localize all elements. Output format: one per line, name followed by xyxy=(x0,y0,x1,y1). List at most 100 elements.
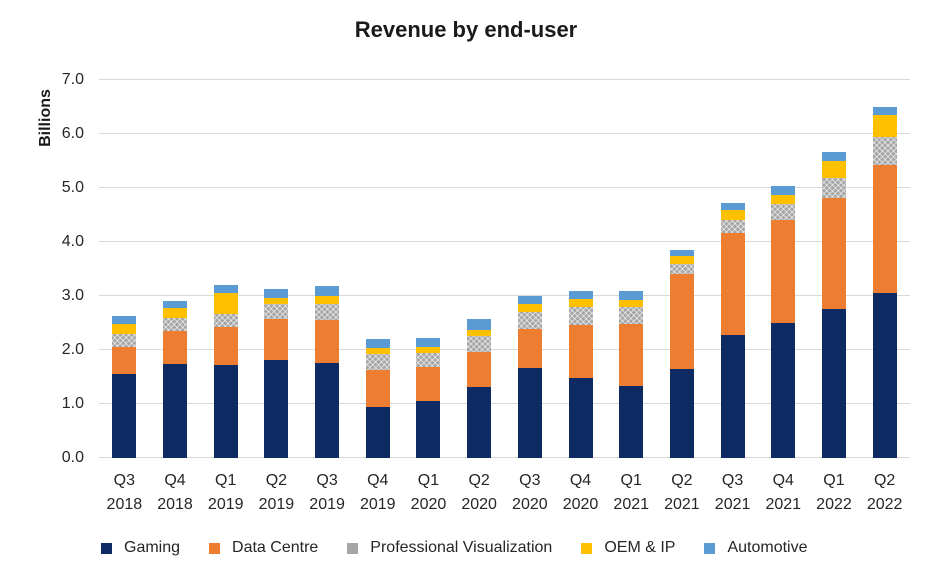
x-tick-quarter: Q2 xyxy=(265,472,288,489)
y-tick-label-7.0: 7.0 xyxy=(61,71,84,88)
bar-q1-2021 xyxy=(619,291,644,458)
bar-column-q3-2021 xyxy=(707,80,758,458)
x-tick-label-q2-2020: Q2 2020 xyxy=(454,469,505,517)
bar-q2-2020 xyxy=(467,318,492,458)
segment-automotive-q1-2019 xyxy=(213,284,238,293)
segment-gaming-q1-2020 xyxy=(416,401,441,458)
bar-q4-2020 xyxy=(568,290,593,458)
segment-data-centre-q2-2020 xyxy=(467,351,492,388)
legend-item-oem-ip: OEM & IP xyxy=(581,539,675,557)
x-tick-quarter: Q2 xyxy=(671,472,693,489)
bar-q3-2020 xyxy=(517,295,542,458)
x-tick-year: 2020 xyxy=(562,496,599,513)
bar-column-q1-2021 xyxy=(606,80,657,458)
x-tick-year: 2021 xyxy=(765,496,802,513)
bar-column-q3-2019 xyxy=(302,80,353,458)
legend-label-automotive: Automotive xyxy=(727,539,808,556)
bar-column-q4-2019 xyxy=(352,80,403,458)
segment-automotive-q1-2021 xyxy=(619,291,644,300)
segment-gaming-q2-2019 xyxy=(264,360,289,458)
bar-column-q3-2018 xyxy=(99,80,150,458)
segment-data-centre-q4-2018 xyxy=(163,331,188,364)
x-tick-year: 2022 xyxy=(816,496,852,513)
segment-gaming-q4-2020 xyxy=(568,377,593,458)
legend-label-oem-ip: OEM & IP xyxy=(604,539,676,556)
y-tick-label-3.0: 3.0 xyxy=(61,287,84,304)
segment-oem-ip-q3-2018 xyxy=(112,323,137,334)
x-tick-year: 2020 xyxy=(410,496,447,513)
segment-gaming-q3-2021 xyxy=(720,335,745,458)
segment-data-centre-q4-2020 xyxy=(568,325,593,378)
segment-professional-visualization-q4-2018 xyxy=(163,317,188,332)
bar-q4-2021 xyxy=(771,186,796,458)
legend-swatch-gaming xyxy=(101,543,112,554)
segment-gaming-q3-2020 xyxy=(517,368,542,458)
x-tick-label-q2-2021: Q2 2021 xyxy=(657,469,708,517)
x-tick-quarter: Q3 xyxy=(113,472,136,489)
segment-gaming-q2-2022 xyxy=(872,292,897,458)
bar-q4-2019 xyxy=(365,339,390,458)
bar-q2-2022 xyxy=(872,106,897,458)
segment-oem-ip-q1-2022 xyxy=(821,160,846,179)
x-tick-label-q3-2020: Q3 2020 xyxy=(505,469,556,517)
legend-item-professional-visualization: Professional Visualization xyxy=(347,539,552,557)
x-tick-year: 2019 xyxy=(207,496,244,513)
x-tick-label-q3-2018: Q3 2018 xyxy=(99,469,150,517)
x-tick-label-q1-2020: Q1 2020 xyxy=(403,469,454,517)
segment-gaming-q2-2020 xyxy=(467,387,492,458)
segment-automotive-q1-2020 xyxy=(416,338,441,348)
segment-professional-visualization-q2-2022 xyxy=(872,136,897,165)
bar-column-q3-2020 xyxy=(505,80,556,458)
legend-label-data-centre: Data Centre xyxy=(232,539,319,556)
bar-q1-2022 xyxy=(821,152,846,458)
segment-automotive-q3-2020 xyxy=(517,295,542,305)
segment-automotive-q3-2021 xyxy=(720,202,745,210)
legend-item-gaming: Gaming xyxy=(101,539,180,557)
legend-label-professional-visualization: Professional Visualization xyxy=(370,539,553,556)
segment-data-centre-q1-2022 xyxy=(821,198,846,309)
bar-column-q2-2021 xyxy=(657,80,708,458)
gridline-3.0 xyxy=(99,295,910,296)
segment-gaming-q4-2018 xyxy=(163,364,188,458)
x-tick-quarter: Q3 xyxy=(519,472,541,489)
y-tick-label-1.0: 1.0 xyxy=(61,395,84,412)
segment-professional-visualization-q2-2021 xyxy=(669,263,694,275)
segment-data-centre-q3-2021 xyxy=(720,232,745,336)
chart-title: Revenue by end-user xyxy=(354,17,578,42)
x-tick-quarter: Q4 xyxy=(772,472,794,489)
segment-gaming-q1-2021 xyxy=(619,385,644,458)
x-tick-label-q3-2019: Q3 2019 xyxy=(302,469,353,517)
segment-oem-ip-q1-2021 xyxy=(619,299,644,308)
x-tick-quarter: Q3 xyxy=(721,472,744,489)
segment-professional-visualization-q4-2020 xyxy=(568,307,593,326)
gridline-0.0 xyxy=(99,457,910,458)
segment-gaming-q1-2022 xyxy=(821,309,846,458)
segment-automotive-q2-2019 xyxy=(264,289,289,298)
segment-data-centre-q3-2019 xyxy=(315,320,340,363)
bar-column-q1-2019 xyxy=(200,80,251,458)
x-tick-quarter: Q3 xyxy=(316,472,338,489)
segment-automotive-q4-2018 xyxy=(163,300,188,308)
segment-data-centre-q2-2021 xyxy=(669,274,694,369)
segment-professional-visualization-q2-2020 xyxy=(467,336,492,352)
bar-q1-2019 xyxy=(213,284,238,458)
segment-oem-ip-q4-2019 xyxy=(365,347,390,355)
x-tick-year: 2019 xyxy=(258,496,295,513)
x-tick-label-q1-2021: Q1 2021 xyxy=(606,469,657,517)
bar-q2-2019 xyxy=(264,289,289,458)
x-tick-label-q4-2019: Q4 2019 xyxy=(352,469,403,517)
legend-swatch-oem-ip xyxy=(581,543,593,554)
segment-gaming-q4-2019 xyxy=(365,406,390,458)
x-tick-quarter: Q1 xyxy=(823,472,845,489)
gridline-5.0 xyxy=(99,187,910,188)
segment-professional-visualization-q4-2021 xyxy=(771,203,796,221)
x-tick-label-q1-2022: Q1 2022 xyxy=(809,469,860,517)
segment-data-centre-q4-2021 xyxy=(771,220,796,323)
x-tick-quarter: Q2 xyxy=(468,472,490,489)
segment-professional-visualization-q1-2020 xyxy=(416,352,441,368)
segment-professional-visualization-q4-2019 xyxy=(365,354,390,371)
bar-column-q4-2018 xyxy=(150,80,201,458)
segment-automotive-q4-2021 xyxy=(771,186,796,195)
x-tick-label-q3-2021: Q3 2021 xyxy=(707,469,758,517)
segment-data-centre-q2-2022 xyxy=(872,164,897,293)
